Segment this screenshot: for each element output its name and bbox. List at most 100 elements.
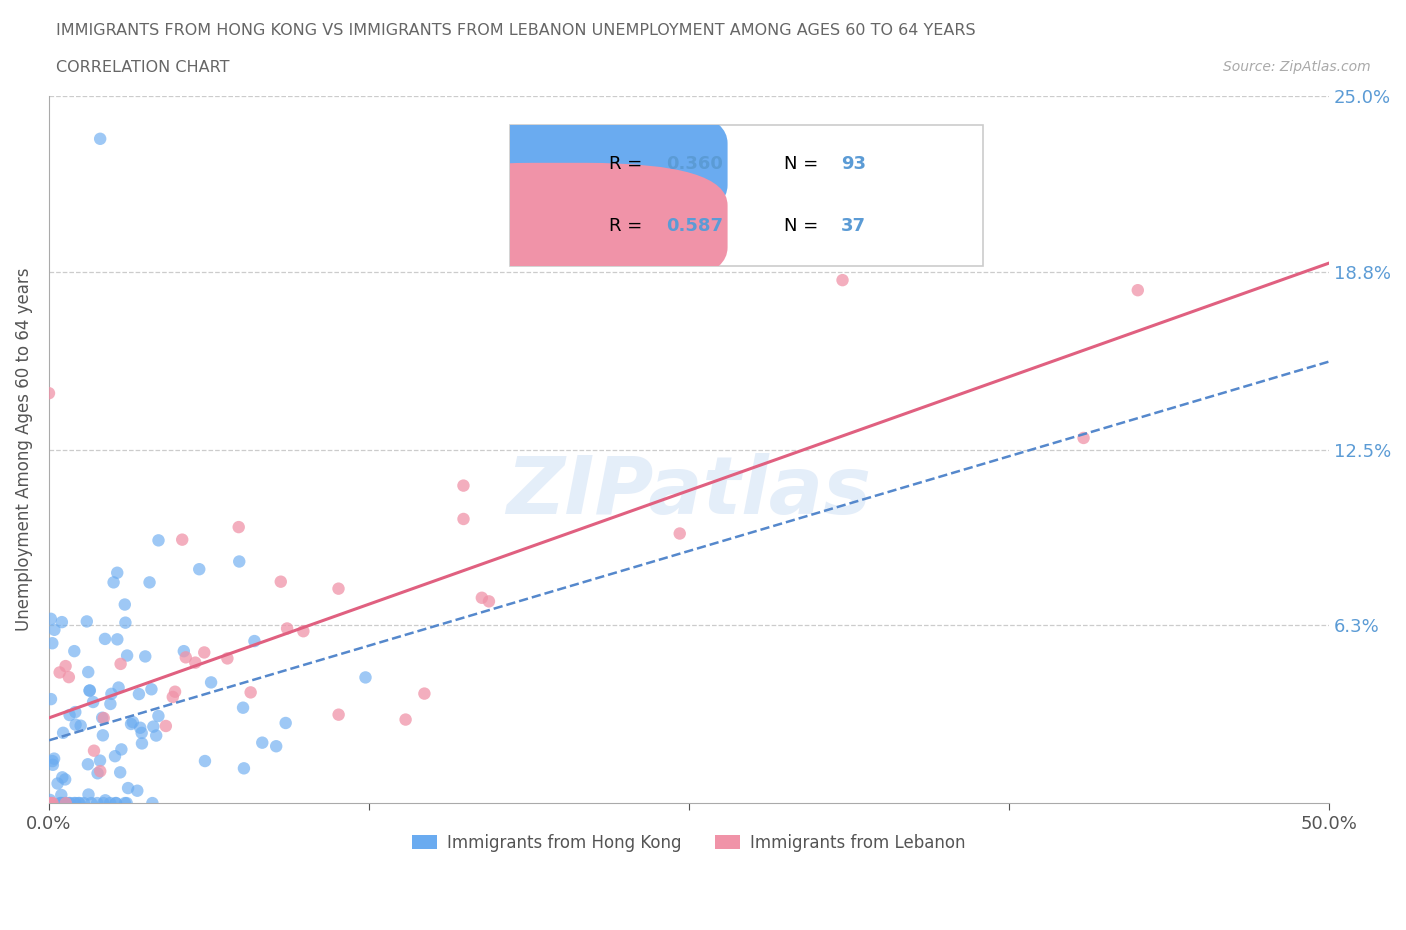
Point bbox=[38, 796, 60, 811]
Point bbox=[165, 684, 187, 699]
Point bbox=[94, 631, 117, 646]
Point bbox=[65, 796, 87, 811]
Point bbox=[82, 695, 104, 710]
Point bbox=[239, 685, 262, 700]
Point bbox=[270, 574, 292, 589]
Point bbox=[41, 796, 63, 811]
Point bbox=[65, 717, 87, 732]
Point bbox=[413, 686, 436, 701]
Point bbox=[104, 796, 127, 811]
Point bbox=[172, 532, 194, 547]
Point bbox=[91, 728, 114, 743]
Point bbox=[51, 788, 73, 803]
Point bbox=[142, 719, 165, 734]
Point bbox=[117, 780, 139, 795]
Point bbox=[453, 512, 475, 526]
Point bbox=[44, 622, 66, 637]
Y-axis label: Unemployment Among Ages 60 to 64 years: Unemployment Among Ages 60 to 64 years bbox=[15, 268, 32, 631]
Point bbox=[252, 736, 274, 751]
Point bbox=[162, 689, 184, 704]
Point bbox=[53, 772, 76, 787]
Point bbox=[141, 682, 163, 697]
Point bbox=[471, 591, 494, 605]
Point bbox=[217, 651, 239, 666]
Point bbox=[131, 736, 153, 751]
Point bbox=[194, 753, 217, 768]
Point bbox=[1073, 431, 1095, 445]
Point bbox=[100, 686, 122, 701]
Point bbox=[77, 665, 100, 680]
Point bbox=[831, 272, 853, 287]
Point bbox=[129, 721, 152, 736]
Point bbox=[121, 714, 143, 729]
Point bbox=[1126, 283, 1149, 298]
Point bbox=[39, 792, 62, 807]
Point bbox=[232, 761, 254, 776]
Point bbox=[42, 757, 65, 772]
Point bbox=[107, 680, 129, 695]
Point bbox=[148, 533, 170, 548]
Point bbox=[114, 616, 136, 631]
Point bbox=[110, 657, 132, 671]
Point bbox=[58, 708, 80, 723]
Point bbox=[86, 765, 108, 780]
Point bbox=[73, 796, 96, 811]
Point bbox=[94, 793, 117, 808]
Point bbox=[55, 796, 77, 811]
Point bbox=[39, 692, 62, 707]
Point bbox=[115, 648, 138, 663]
Point bbox=[274, 715, 297, 730]
Point bbox=[89, 131, 111, 146]
Point bbox=[91, 711, 114, 725]
Text: ZIPatlas: ZIPatlas bbox=[506, 453, 872, 531]
Point bbox=[58, 670, 80, 684]
Point bbox=[228, 520, 250, 535]
Point bbox=[51, 770, 73, 785]
Point bbox=[184, 656, 207, 671]
Point bbox=[103, 575, 125, 590]
Point bbox=[41, 796, 63, 811]
Point bbox=[145, 728, 167, 743]
Text: Source: ZipAtlas.com: Source: ZipAtlas.com bbox=[1223, 60, 1371, 74]
Point bbox=[138, 575, 160, 590]
Point bbox=[120, 716, 142, 731]
Point bbox=[41, 753, 63, 768]
Point bbox=[114, 796, 136, 811]
Point bbox=[67, 796, 90, 811]
Point bbox=[69, 718, 91, 733]
Point bbox=[128, 686, 150, 701]
Point bbox=[228, 554, 250, 569]
Point bbox=[200, 675, 222, 690]
Point bbox=[83, 743, 105, 758]
Point bbox=[243, 633, 266, 648]
Point bbox=[276, 621, 298, 636]
Point bbox=[104, 749, 127, 764]
Point bbox=[134, 649, 156, 664]
Point bbox=[173, 644, 195, 658]
Point bbox=[58, 796, 80, 811]
Point bbox=[114, 597, 136, 612]
Point bbox=[131, 725, 153, 740]
Point bbox=[328, 707, 350, 722]
Point bbox=[51, 615, 73, 630]
Point bbox=[80, 796, 103, 811]
Point bbox=[100, 697, 122, 711]
Point bbox=[39, 611, 62, 626]
Point bbox=[105, 631, 128, 646]
Point bbox=[264, 738, 287, 753]
Point bbox=[115, 796, 138, 811]
Point bbox=[91, 796, 114, 811]
Point bbox=[453, 478, 475, 493]
Point bbox=[67, 796, 90, 811]
Point bbox=[105, 565, 128, 580]
Point bbox=[63, 644, 86, 658]
Point bbox=[148, 709, 170, 724]
Point bbox=[478, 594, 501, 609]
Point bbox=[86, 796, 108, 811]
Point bbox=[354, 670, 377, 684]
Point bbox=[65, 705, 87, 720]
Point bbox=[41, 636, 63, 651]
Point bbox=[49, 796, 72, 811]
Point bbox=[174, 650, 197, 665]
Point bbox=[46, 776, 69, 790]
